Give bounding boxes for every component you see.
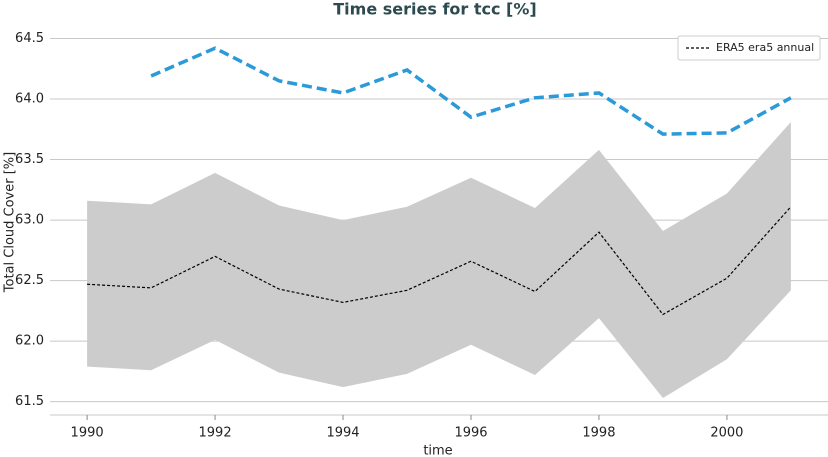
y-tick-label: 63.0 xyxy=(15,213,44,228)
x-tick-label: 1998 xyxy=(582,426,615,441)
x-tick-label: 1994 xyxy=(326,426,359,441)
data-line xyxy=(87,206,792,316)
y-tick-label: 62.5 xyxy=(15,273,44,288)
data-line xyxy=(150,46,792,136)
x-axis-label: time xyxy=(423,444,452,457)
y-tick-label: 63.5 xyxy=(15,152,44,167)
x-tick-label: 1996 xyxy=(454,426,487,441)
y-tick-label: 61.5 xyxy=(15,394,44,409)
y-axis-label: Total Cloud Cover [%] xyxy=(3,152,18,293)
range-band xyxy=(87,122,791,399)
legend-label: ERA5 era5 annual xyxy=(716,41,814,54)
x-tick-label: 2000 xyxy=(710,426,743,441)
y-tick-label: 64.0 xyxy=(15,92,44,107)
y-tick-label: 64.5 xyxy=(15,31,44,46)
y-tick-label: 62.0 xyxy=(15,334,44,349)
chart-title: Time series for tcc [%] xyxy=(333,0,536,19)
x-tick-label: 1990 xyxy=(71,426,104,441)
legend-box xyxy=(677,35,821,61)
x-tick-label: 1992 xyxy=(199,426,232,441)
